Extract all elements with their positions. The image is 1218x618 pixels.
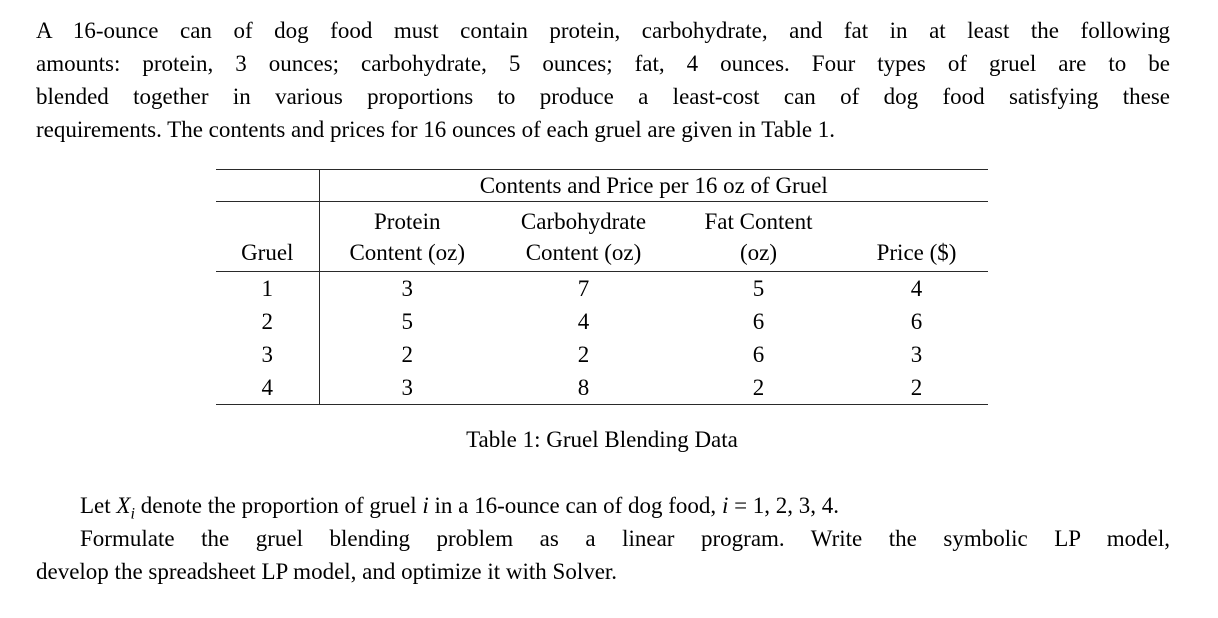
col-header-fat: Fat Content (oz) bbox=[672, 201, 845, 272]
cell-gruel: 3 bbox=[216, 338, 320, 371]
cell-carbohydrate: 8 bbox=[495, 371, 672, 405]
col-header-protein: Protein Content (oz) bbox=[319, 201, 495, 272]
problem-line-1-mid1: denote the proportion of gruel bbox=[134, 493, 423, 518]
gruel-table: Contents and Price per 16 oz of Gruel Gr… bbox=[216, 169, 989, 405]
col-header-carbohydrate: Carbohydrate Content (oz) bbox=[495, 201, 672, 272]
intro-line-3: blended together in various proportions … bbox=[36, 84, 1170, 109]
problem-line-1: Let Xi denote the proportion of gruel i … bbox=[36, 489, 1170, 522]
table-span-header: Contents and Price per 16 oz of Gruel bbox=[319, 169, 989, 202]
table-span-header-row: Contents and Price per 16 oz of Gruel bbox=[216, 169, 989, 202]
col-header-gruel: Gruel bbox=[216, 201, 320, 272]
cell-carbohydrate: 7 bbox=[577, 276, 590, 301]
cell-gruel: 4 bbox=[216, 371, 320, 405]
cell-fat: 5 bbox=[752, 276, 765, 301]
table-row-gruel-4: 4 3 8 2 2 bbox=[216, 371, 989, 405]
col-header-protein-line1: Protein bbox=[374, 209, 441, 234]
intro-line-4: requirements. The contents and prices fo… bbox=[36, 117, 836, 142]
intro-line-2: amounts: protein, 3 ounces; carbohydrate… bbox=[36, 51, 1170, 76]
cell-gruel: 1 bbox=[216, 271, 320, 305]
cell-price: 4 bbox=[910, 276, 923, 301]
col-header-protein-line2: Content (oz) bbox=[349, 240, 466, 265]
table-corner-cell bbox=[216, 169, 320, 202]
col-header-carbohydrate-line2: Content (oz) bbox=[525, 240, 642, 265]
cell-price: 2 bbox=[845, 371, 989, 405]
math-var-i-1: i bbox=[422, 493, 429, 518]
col-header-price-line2: Price ($) bbox=[876, 240, 957, 265]
intro-paragraph: A 16-ounce can of dog food must contain … bbox=[36, 14, 1170, 146]
cell-gruel: 2 bbox=[216, 305, 320, 338]
cell-protein: 3 bbox=[401, 276, 414, 301]
cell-price: 6 bbox=[910, 309, 923, 334]
cell-protein: 5 bbox=[401, 309, 414, 334]
table-row-gruel-2: 2 5 4 6 6 bbox=[216, 305, 988, 338]
col-header-price: Price ($) bbox=[845, 201, 989, 272]
cell-protein: 2 bbox=[401, 342, 414, 367]
cell-fat: 2 bbox=[672, 371, 845, 405]
table-row-gruel-3: 3 2 2 6 3 bbox=[216, 338, 988, 371]
problem-line-1-prefix: Let bbox=[80, 493, 117, 518]
table-row-gruel-1: 1 3 7 5 4 bbox=[216, 271, 988, 305]
cell-carbohydrate: 4 bbox=[577, 309, 590, 334]
table-caption: Table 1: Gruel Blending Data bbox=[466, 427, 738, 452]
cell-protein: 3 bbox=[319, 371, 495, 405]
problem-line-3: develop the spreadsheet LP model, and op… bbox=[36, 559, 618, 584]
col-header-carbohydrate-line1: Carbohydrate bbox=[520, 209, 647, 234]
problem-line-1-suffix: = 1, 2, 3, 4. bbox=[728, 493, 840, 518]
col-header-fat-line2: (oz) bbox=[739, 240, 778, 265]
col-header-fat-line1: Fat Content bbox=[704, 209, 813, 234]
problem-line-1-mid2: in a 16-ounce can of dog food, bbox=[428, 493, 722, 518]
math-var-X-subscript-i: i bbox=[130, 505, 135, 523]
math-var-X: X bbox=[116, 493, 131, 518]
cell-carbohydrate: 2 bbox=[577, 342, 590, 367]
cell-price: 3 bbox=[910, 342, 923, 367]
cell-fat: 6 bbox=[752, 309, 765, 334]
problem-line-2: Formulate the gruel blending problem as … bbox=[80, 526, 1170, 551]
table-column-header-row: Gruel Protein Content (oz) Carbohydrate … bbox=[216, 201, 989, 272]
math-var-i-2: i bbox=[721, 493, 729, 518]
intro-line-1: A 16-ounce can of dog food must contain … bbox=[36, 18, 1170, 43]
cell-fat: 6 bbox=[752, 342, 765, 367]
problem-statement: Let Xi denote the proportion of gruel i … bbox=[36, 489, 1170, 588]
